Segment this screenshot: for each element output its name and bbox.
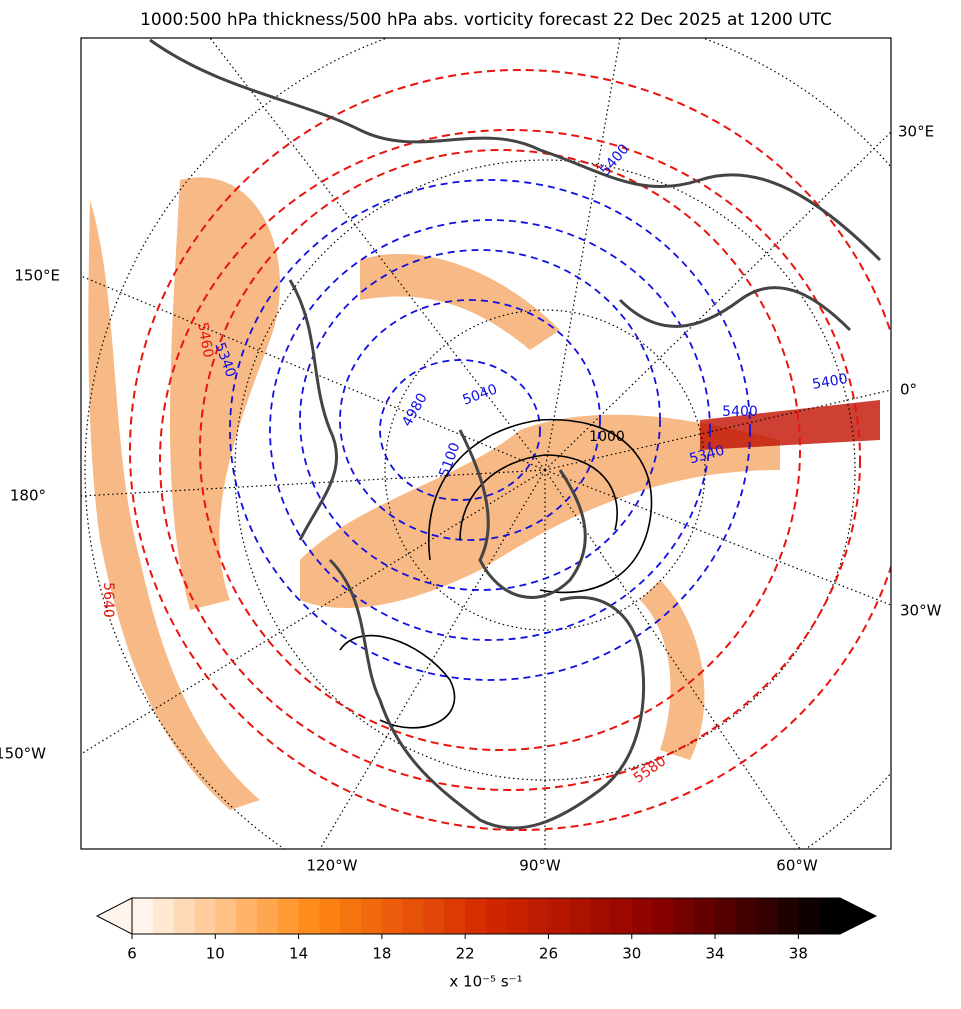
colorbar-tick-label: 6 bbox=[127, 945, 137, 963]
map-frame bbox=[80, 37, 892, 850]
colorbar-segment bbox=[423, 898, 445, 934]
colorbar-segment bbox=[569, 898, 591, 934]
colorbar-segment bbox=[340, 898, 362, 934]
colorbar-segment bbox=[652, 898, 674, 934]
colorbar-segment bbox=[277, 898, 300, 934]
title: 1000:500 hPa thickness/500 hPa abs. vort… bbox=[140, 10, 832, 30]
colorbar-frame bbox=[131, 897, 841, 935]
colorbar-tick-label: 14 bbox=[289, 945, 308, 963]
colorbar-segment bbox=[215, 898, 237, 934]
lon-label: 60°W bbox=[776, 857, 818, 875]
colorbar-segment bbox=[486, 898, 508, 934]
colorbar: 6 10 14 18 22 26 30 34 38 x 10⁻⁵ s⁻¹ bbox=[95, 897, 878, 991]
lon-label: 30°E bbox=[898, 123, 934, 141]
map-layer bbox=[81, 38, 891, 849]
colorbar-segment bbox=[319, 898, 341, 934]
colorbar-segment bbox=[777, 898, 799, 934]
colorbar-tick-label: 38 bbox=[789, 945, 808, 963]
lon-label: 180° bbox=[10, 487, 46, 505]
colorbar-segment bbox=[590, 898, 612, 934]
contour-label: 5460 bbox=[194, 321, 216, 359]
colorbar-tick-label: 26 bbox=[539, 945, 558, 963]
colorbar-tick-label: 30 bbox=[622, 945, 641, 963]
lon-label: 150°E bbox=[14, 267, 60, 285]
colorbar-segment bbox=[798, 898, 820, 934]
contour-label: 5640 bbox=[100, 582, 116, 618]
colorbar-tick-label: 18 bbox=[372, 945, 391, 963]
colorbar-segment bbox=[361, 898, 383, 934]
lon-label: 150°W bbox=[0, 745, 46, 763]
colorbar-segment bbox=[548, 898, 570, 934]
contour-label: 5400 bbox=[811, 371, 849, 393]
colorbar-segment bbox=[194, 898, 216, 934]
colorbar-tick-label: 34 bbox=[706, 945, 725, 963]
colorbar-tick-label: 22 bbox=[456, 945, 475, 963]
colorbar-extend-low bbox=[95, 897, 133, 935]
colorbar-segment bbox=[256, 898, 279, 934]
colorbar-segment bbox=[173, 898, 195, 934]
colorbar-segment bbox=[298, 898, 320, 934]
colorbar-segment bbox=[527, 898, 549, 934]
colorbar-segment bbox=[236, 898, 258, 934]
contour-label: 5400 bbox=[722, 404, 758, 420]
colorbar-segment bbox=[715, 898, 737, 934]
lon-label: 90°W bbox=[519, 857, 561, 875]
colorbar-extend-high bbox=[839, 897, 878, 935]
colorbar-tick-label: 10 bbox=[206, 945, 225, 963]
colorbar-segment bbox=[132, 898, 154, 934]
colorbar-segment bbox=[819, 898, 841, 934]
colorbar-segment bbox=[631, 898, 654, 934]
lon-label: 120°W bbox=[307, 857, 358, 875]
colorbar-segment bbox=[152, 898, 175, 934]
colorbar-segment bbox=[381, 898, 404, 934]
contour-label: 1000 bbox=[589, 429, 625, 445]
colorbar-segment bbox=[506, 898, 529, 934]
colorbar-label: x 10⁻⁵ s⁻¹ bbox=[449, 973, 522, 991]
colorbar-segment bbox=[756, 898, 779, 934]
colorbar-segment bbox=[673, 898, 695, 934]
colorbar-segment bbox=[610, 898, 633, 934]
colorbar-segment bbox=[735, 898, 758, 934]
colorbar-segment bbox=[465, 898, 487, 934]
lon-label: 0° bbox=[900, 381, 917, 399]
lon-label: 30°W bbox=[900, 602, 942, 620]
colorbar-segment bbox=[694, 898, 716, 934]
colorbar-segment bbox=[444, 898, 466, 934]
colorbar-segment bbox=[402, 898, 425, 934]
